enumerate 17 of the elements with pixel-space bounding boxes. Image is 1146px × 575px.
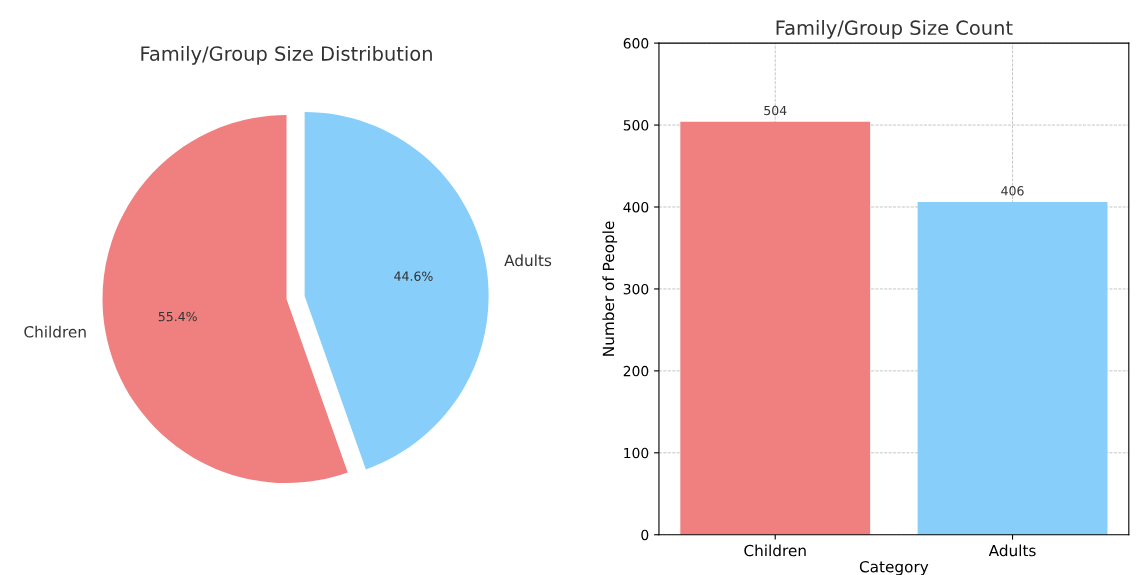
y-tick-label: 200 xyxy=(623,365,649,377)
chart-title: Family/Group Size Distribution xyxy=(141,45,432,65)
y-tick-label: 300 xyxy=(623,283,649,295)
y-tick-label: 400 xyxy=(623,201,649,213)
slice-label: Adults xyxy=(504,254,552,267)
y-axis-title: Number of People xyxy=(602,221,618,356)
y-tick-label: 100 xyxy=(624,447,649,459)
data-label: 504 xyxy=(764,105,787,116)
y-tick-label: 500 xyxy=(623,120,649,131)
y-tick-label: 600 xyxy=(623,38,649,49)
data-label: 406 xyxy=(1001,186,1024,196)
chart-title: Family/Group Size Count xyxy=(776,20,1013,39)
x-axis-title: Category xyxy=(859,560,929,575)
data-label: 44.6% xyxy=(394,271,433,281)
y-tick-label: 0 xyxy=(641,529,649,541)
data-label: 55.4% xyxy=(158,311,197,322)
slice-label: Children xyxy=(24,325,86,338)
